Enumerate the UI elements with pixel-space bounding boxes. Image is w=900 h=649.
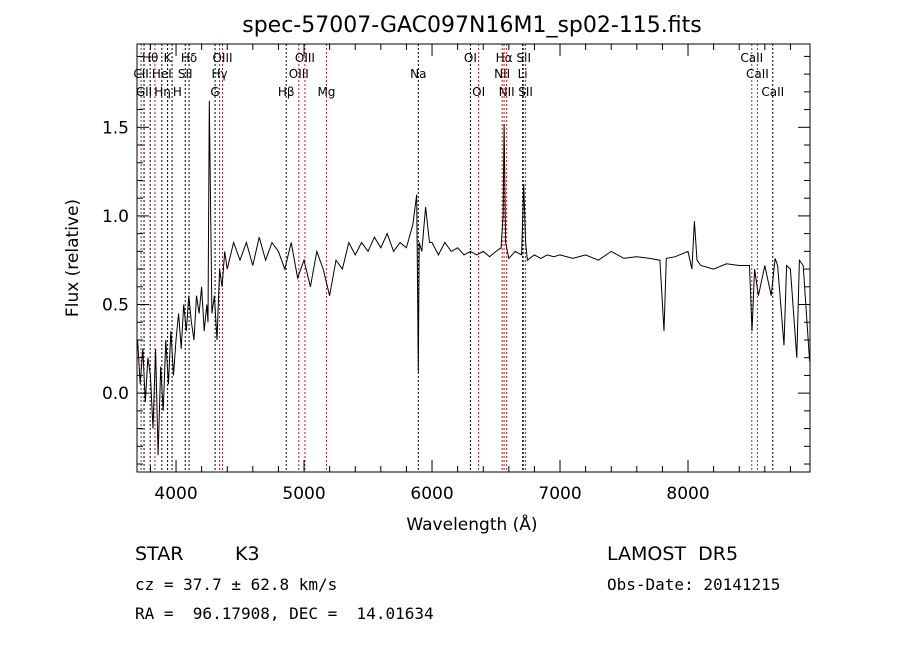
spectral-line-label: OIII <box>289 67 309 81</box>
spectral-line-label: HeI <box>152 67 172 81</box>
y-tick-label: 0.0 <box>102 384 129 404</box>
spectral-line-label: K <box>164 51 173 65</box>
spectral-line-label: Hβ <box>278 85 295 99</box>
object-class: STAR <box>135 543 183 565</box>
spectral-line-label: GII <box>136 85 152 99</box>
spectral-line-label: OI <box>464 51 477 65</box>
obs-date: Obs-Date: 20141215 <box>607 575 780 594</box>
chart-title: spec-57007-GAC097N16M1_sp02-115.fits <box>242 13 702 38</box>
spectral-line-label: H <box>173 85 182 99</box>
spectral-line-label: SII <box>518 85 533 99</box>
plot-frame <box>136 43 811 473</box>
spectral-line-label: CaII <box>740 51 763 65</box>
spectrum-line <box>137 100 811 456</box>
spectral-line-label: Hη <box>154 85 171 99</box>
spectral-line-label: CaII <box>761 85 784 99</box>
x-tick-label: 5000 <box>282 484 325 504</box>
spectral-line-label: Hθ <box>142 51 158 65</box>
spectral-line-label: OIII <box>212 51 232 65</box>
spectral-line-label: NII <box>494 67 510 81</box>
y-tick-label: 0.5 <box>102 296 129 316</box>
y-tick-label: 1.0 <box>102 207 129 227</box>
spectral-line-label: SII <box>178 67 193 81</box>
spectral-line-label: OI <box>472 85 485 99</box>
spectral-line-label: Hδ <box>181 51 197 65</box>
spectral-line-label: Hα <box>496 51 513 65</box>
object-subclass: K3 <box>235 543 260 565</box>
redshift-text: cz = 37.7 ± 62.8 km/s <box>135 575 337 594</box>
spectral-line-label: NII <box>499 85 515 99</box>
x-tick-label: 8000 <box>666 484 709 504</box>
spectral-line-label: Mg <box>317 85 335 99</box>
spectral-line-label: Hγ <box>211 67 227 81</box>
x-tick-label: 4000 <box>154 484 197 504</box>
y-axis-label: Flux (relative) <box>63 199 83 317</box>
x-tick-label: 6000 <box>410 484 453 504</box>
spectral-line-label: SII <box>516 51 531 65</box>
coordinates-text: RA = 96.17908, DEC = 14.01634 <box>135 604 434 623</box>
spectral-line-label: Na <box>410 67 426 81</box>
spectral-line-label: G <box>210 85 219 99</box>
x-tick-label: 7000 <box>538 484 581 504</box>
survey-name: LAMOST DR5 <box>607 543 738 565</box>
spectral-line-label: Li <box>518 67 528 81</box>
y-tick-label: 1.5 <box>102 118 129 138</box>
spectral-line-label: OIII <box>295 51 315 65</box>
spectral-line-label: CaII <box>746 67 769 81</box>
x-axis-label: Wavelength (Å) <box>406 513 537 535</box>
